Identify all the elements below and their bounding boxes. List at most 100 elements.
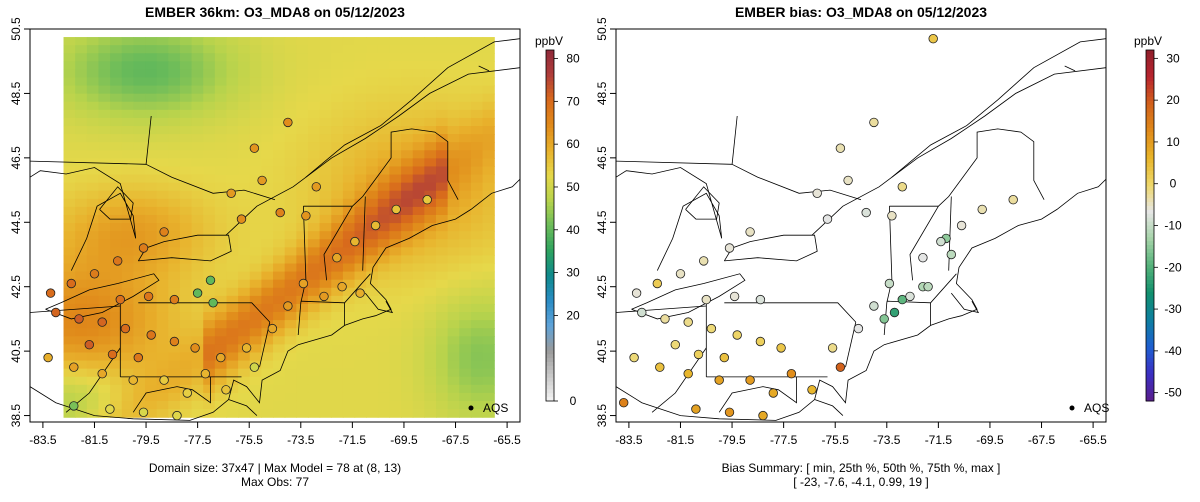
heatmap-cell — [319, 223, 332, 232]
heatmap-cell — [470, 352, 484, 362]
heatmap-cell — [249, 384, 263, 394]
heatmap-cell — [389, 142, 402, 151]
heatmap-cell — [121, 392, 134, 402]
heatmap-cell — [156, 409, 169, 418]
heatmap-cell — [424, 336, 437, 345]
heatmap-cell — [156, 117, 169, 127]
left-station-point — [138, 243, 149, 253]
right-x-tick-label: -81.5 — [667, 433, 695, 447]
heatmap-cell — [63, 45, 76, 54]
heatmap-cell — [98, 239, 111, 248]
heatmap-cell — [401, 206, 414, 216]
heatmap-cell — [377, 206, 391, 216]
heatmap-cell — [238, 150, 251, 159]
heatmap-cell — [226, 287, 239, 297]
heatmap-cell — [296, 174, 309, 184]
heatmap-cell — [389, 263, 402, 273]
heatmap-cell — [482, 150, 495, 159]
heatmap-cell — [168, 190, 181, 200]
heatmap-cell — [249, 392, 263, 402]
heatmap-cell — [226, 142, 239, 151]
heatmap-cell — [75, 45, 88, 54]
heatmap-cell — [98, 134, 111, 143]
right-colorbar-segment — [1146, 221, 1154, 226]
heatmap-cell — [307, 392, 321, 402]
heatmap-cell — [133, 400, 146, 410]
heatmap-cell — [366, 37, 379, 46]
right-station-point — [691, 404, 701, 414]
heatmap-cell — [75, 255, 88, 265]
left-station-point — [190, 343, 200, 353]
heatmap-cell — [482, 142, 495, 151]
heatmap-cell — [133, 142, 146, 151]
heatmap-cell — [191, 93, 204, 103]
left-colorbar-tick-label: 70 — [566, 94, 580, 108]
heatmap-cell — [249, 206, 263, 216]
heatmap-cell — [179, 360, 193, 370]
heatmap-cell — [482, 303, 495, 313]
heatmap-cell — [331, 45, 344, 54]
heatmap-cell — [249, 336, 263, 345]
heatmap-cell — [412, 360, 425, 370]
heatmap-cell — [214, 239, 228, 248]
left-colorbar-segment — [546, 61, 554, 67]
heatmap-cell — [436, 37, 449, 46]
right-colorbar-segment — [1146, 57, 1154, 63]
heatmap-cell — [226, 231, 239, 240]
heatmap-cell — [284, 287, 297, 297]
heatmap-cell — [214, 166, 228, 176]
heatmap-cell — [86, 384, 100, 394]
heatmap-cell — [354, 392, 367, 402]
heatmap-cell — [156, 263, 169, 273]
heatmap-cell — [273, 126, 286, 135]
right-colorbar-segment — [1146, 128, 1154, 133]
heatmap-cell — [145, 117, 158, 127]
heatmap-cell — [307, 239, 321, 248]
heatmap-cell — [273, 231, 286, 240]
heatmap-cell — [354, 206, 367, 216]
heatmap-cell — [203, 198, 216, 208]
heatmap-cell — [214, 37, 228, 46]
heatmap-cell — [179, 352, 193, 362]
left-station-point — [205, 275, 216, 286]
heatmap-cell — [273, 77, 286, 87]
right-colorbar-segment — [1146, 225, 1154, 230]
heatmap-cell — [412, 182, 425, 192]
heatmap-cell — [203, 376, 216, 386]
heatmap-cell — [145, 126, 158, 135]
heatmap-cell — [214, 336, 228, 345]
heatmap-cell — [436, 206, 449, 216]
heatmap-cell — [86, 198, 100, 208]
heatmap-cell — [121, 360, 134, 370]
heatmap-cell — [319, 45, 332, 54]
heatmap-cell — [168, 223, 181, 232]
heatmap-cell — [226, 101, 239, 111]
heatmap-cell — [226, 328, 239, 337]
heatmap-cell — [354, 239, 367, 248]
heatmap-cell — [133, 368, 146, 378]
right-station-point — [693, 349, 704, 360]
heatmap-cell — [191, 174, 204, 184]
heatmap-cell — [145, 409, 158, 418]
heatmap-cell — [296, 303, 309, 313]
heatmap-cell — [226, 271, 239, 281]
left-colorbar-segment — [546, 377, 554, 382]
heatmap-cell — [133, 312, 146, 321]
left-station-point — [370, 220, 381, 231]
heatmap-cell — [238, 320, 251, 329]
heatmap-cell — [238, 174, 251, 184]
heatmap-cell — [156, 166, 169, 176]
heatmap-cell — [354, 37, 367, 46]
heatmap-cell — [331, 231, 344, 240]
heatmap-cell — [191, 368, 204, 378]
heatmap-cell — [179, 85, 193, 95]
left-station-point — [249, 362, 260, 372]
heatmap-cell — [459, 190, 472, 200]
heatmap-cell — [436, 336, 449, 345]
heatmap-cell — [459, 206, 472, 216]
heatmap-cell — [145, 320, 158, 329]
heatmap-cell — [284, 206, 297, 216]
heatmap-cell — [273, 360, 286, 370]
heatmap-cell — [273, 93, 286, 103]
heatmap-cell — [470, 142, 484, 151]
